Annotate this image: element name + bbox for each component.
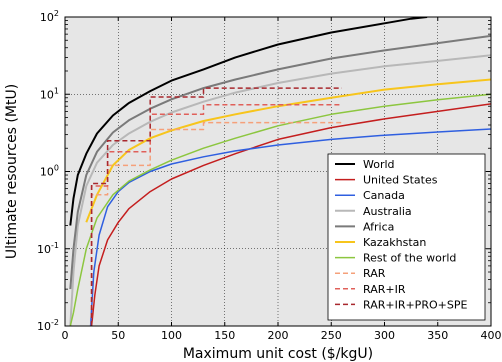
series-line-africa bbox=[69, 34, 491, 290]
y-tick-label: 100 bbox=[40, 164, 59, 179]
axes: 0 50 100 150 200 250 300 350 400 10-2 10-1 100 101 10… bbox=[37, 9, 501, 342]
series-line-australia bbox=[69, 54, 491, 326]
y-tick-label: 10-1 bbox=[37, 241, 59, 256]
x-tick-label: 150 bbox=[214, 329, 235, 342]
legend-label: World bbox=[363, 158, 395, 171]
legend: World United States Canada Australia Africa K… bbox=[327, 153, 486, 321]
x-tick-label: 250 bbox=[321, 329, 342, 342]
x-tick-label: 400 bbox=[481, 329, 502, 342]
series-line-kazakhstan bbox=[85, 78, 491, 223]
series-layer bbox=[69, 17, 491, 326]
legend-label: Africa bbox=[363, 220, 394, 233]
x-tick-label: 300 bbox=[374, 329, 395, 342]
y-tick-label: 102 bbox=[40, 9, 59, 24]
series-line-canada bbox=[89, 128, 491, 326]
legend-label: United States bbox=[363, 174, 438, 187]
x-tick-label: 0 bbox=[62, 329, 69, 342]
y-tick-label: 101 bbox=[40, 86, 59, 101]
y-tick-label: 10-2 bbox=[37, 318, 59, 333]
y-axis-label: Ultimate resources (MtU) bbox=[4, 84, 20, 259]
series-line-rar bbox=[90, 121, 342, 326]
legend-label: Canada bbox=[363, 189, 405, 202]
series-line-world bbox=[69, 17, 428, 226]
x-tick-label: 100 bbox=[161, 329, 182, 342]
x-tick-label: 50 bbox=[111, 329, 125, 342]
legend-box bbox=[327, 153, 486, 321]
x-axis-label: Maximum unit cost ($/kgU) bbox=[183, 346, 373, 362]
x-tick-label: 350 bbox=[427, 329, 448, 342]
legend-label: RAR+IR+PRO+SPE bbox=[363, 298, 467, 311]
legend-label: Kazakhstan bbox=[363, 236, 426, 249]
series-line-rar-ir-pro-spe bbox=[90, 87, 342, 326]
series-line-rar-ir bbox=[90, 104, 342, 326]
legend-label: RAR+IR bbox=[363, 283, 406, 296]
legend-label: Australia bbox=[363, 205, 412, 218]
legend-label: Rest of the world bbox=[363, 252, 456, 265]
x-tick-label: 200 bbox=[268, 329, 289, 342]
series-line-united-states bbox=[90, 103, 491, 326]
series-line-rest-of-the-world bbox=[69, 93, 491, 326]
legend-label: RAR bbox=[363, 267, 386, 280]
